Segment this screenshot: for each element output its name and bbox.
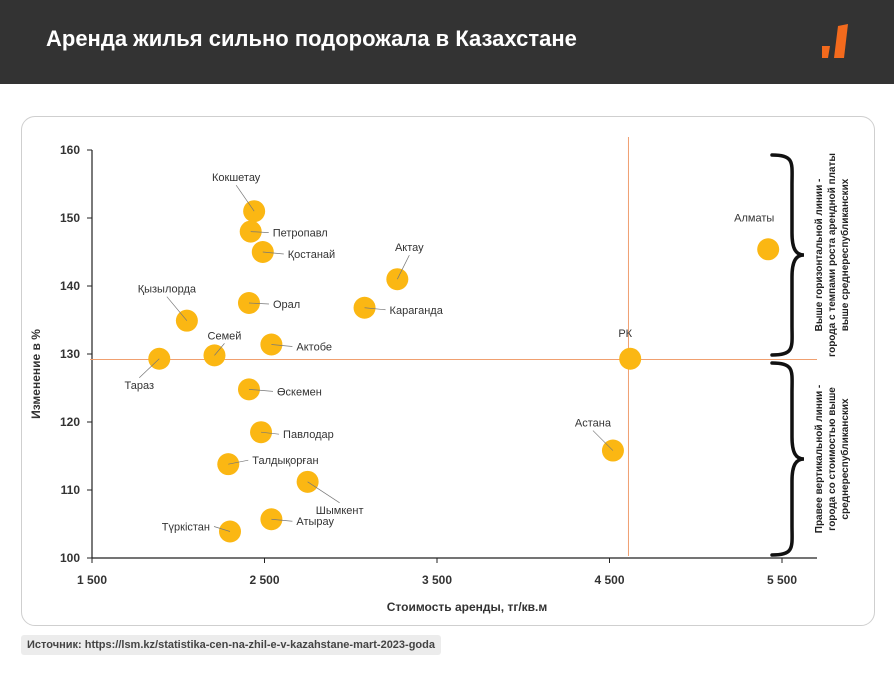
point-10-label: Тараз bbox=[125, 380, 155, 392]
y-tick-label: 110 bbox=[61, 483, 81, 497]
point-6-label: Караганда bbox=[390, 305, 444, 317]
annotation-upper: Выше горизонтальной линии - города с темп… bbox=[814, 153, 851, 357]
point-11-label: РК bbox=[618, 328, 632, 340]
y-axis-title: Изменение в % bbox=[29, 329, 43, 419]
x-tick-label: 3 500 bbox=[422, 573, 452, 587]
orange-bars-logo-icon bbox=[822, 24, 848, 58]
point-7-label: Қызылорда bbox=[138, 284, 197, 296]
logo-bar-small bbox=[822, 46, 830, 58]
point-3-connector bbox=[262, 251, 284, 255]
annotation-line: среднереспубликанских bbox=[839, 398, 851, 520]
point-4-label: Актау bbox=[395, 242, 424, 254]
annotation-line: города со стоимостью выше bbox=[827, 387, 838, 531]
point-13-marker bbox=[250, 421, 273, 444]
brace-upper bbox=[770, 153, 805, 357]
point-9-label: Семей bbox=[208, 330, 242, 342]
header-bar: Аренда жилья сильно подорожала в Казахст… bbox=[0, 0, 894, 84]
scatter-chart: 100 110 120 130 140 150 160 1 500 2 500 3 500 4 50… bbox=[29, 137, 851, 614]
point-5-label: Орал bbox=[273, 299, 300, 311]
point-1-connector bbox=[235, 185, 255, 212]
y-tick-label: 140 bbox=[60, 279, 80, 293]
point-8-marker bbox=[260, 333, 283, 356]
annotation-line: выше среднереспубликанских bbox=[839, 178, 851, 331]
point-16-connector bbox=[307, 481, 340, 504]
point-8-connector bbox=[271, 344, 293, 347]
point-17-label: Атырау bbox=[296, 516, 334, 528]
point-10-connector bbox=[139, 358, 160, 379]
y-tick-label: 150 bbox=[60, 211, 80, 225]
point-6-connector bbox=[364, 307, 386, 311]
x-tick-label: 4 500 bbox=[594, 573, 624, 587]
x-tick-label: 5 500 bbox=[767, 573, 797, 587]
point-13-connector bbox=[261, 431, 280, 435]
point-1-label: Кокшетау bbox=[212, 172, 261, 184]
annotation-lower: Правее вертикальной линии - города со сто… bbox=[814, 385, 851, 533]
point-14-label: Астана bbox=[575, 418, 612, 430]
point-15-connector bbox=[228, 459, 249, 465]
point-18-connector bbox=[213, 526, 231, 532]
point-16-label: Шымкент bbox=[316, 505, 364, 517]
point-3-label: Қостанай bbox=[288, 249, 335, 261]
page-title: Аренда жилья сильно подорожала в Казахст… bbox=[46, 26, 577, 51]
y-tick-label: 120 bbox=[60, 415, 80, 429]
logo-bar-large bbox=[834, 24, 848, 58]
point-2-connector bbox=[250, 231, 269, 233]
y-tick-label: 100 bbox=[60, 551, 80, 565]
x-tick-label: 2 500 bbox=[249, 573, 279, 587]
annotation-line: Правее вертикальной линии - bbox=[814, 385, 825, 533]
point-7-connector bbox=[166, 296, 188, 321]
point-12-label: Өскемен bbox=[277, 386, 322, 398]
point-11-marker bbox=[619, 347, 642, 370]
point-14-connector bbox=[592, 430, 614, 451]
x-tick-label: 1 500 bbox=[77, 573, 107, 587]
annotation-line: Выше горизонтальной линии - bbox=[814, 179, 825, 332]
point-12-connector bbox=[248, 389, 274, 392]
source-note[interactable]: Источник: https://lsm.kz/statistika-cen-… bbox=[21, 635, 441, 655]
point-2-label: Петропавл bbox=[273, 228, 328, 240]
point-5-connector bbox=[248, 302, 269, 305]
point-0-label: Алматы bbox=[734, 212, 774, 224]
point-18-label: Түркістан bbox=[162, 521, 210, 533]
point-9-connector bbox=[214, 343, 225, 356]
y-tick-label: 160 bbox=[60, 143, 80, 157]
point-13-label: Павлодар bbox=[283, 429, 334, 441]
point-0-marker bbox=[757, 238, 780, 261]
brace-lower bbox=[770, 361, 805, 557]
point-4-connector bbox=[397, 255, 410, 280]
annotation-line: города с темпами роста арендной платы bbox=[827, 153, 838, 357]
point-8-label: Актобе bbox=[296, 341, 332, 353]
point-17-connector bbox=[271, 518, 293, 522]
point-15-label: Талдықорған bbox=[252, 455, 318, 467]
y-tick-label: 130 bbox=[60, 347, 80, 361]
chart-card: 100 110 120 130 140 150 160 1 500 2 500 3 500 4 50… bbox=[21, 116, 875, 626]
point-4-marker bbox=[386, 268, 409, 291]
x-axis-title: Стоимость аренды, тг/кв.м bbox=[387, 600, 548, 614]
